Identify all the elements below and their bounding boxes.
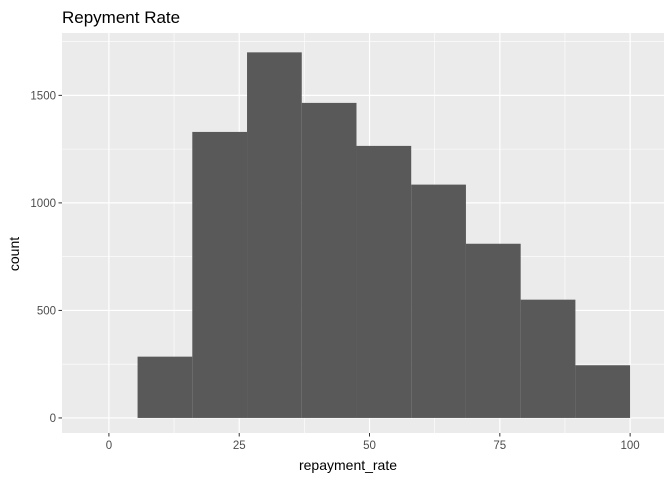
y-tick-label: 0: [50, 413, 56, 425]
y-tick-label: 500: [37, 305, 56, 317]
histogram-bar: [356, 145, 412, 418]
x-tick-label: 0: [106, 440, 112, 452]
chart-title: Repyment Rate: [62, 8, 180, 27]
y-axis-title: count: [6, 237, 22, 271]
histogram-bar: [247, 52, 302, 418]
histogram-bars: [137, 52, 631, 418]
y-axis-ticks: 0 500 1000 1500: [30, 90, 62, 425]
histogram-bar: [520, 299, 576, 418]
histogram-bar: [192, 131, 248, 418]
y-tick-label: 1500: [30, 90, 56, 102]
histogram-bar: [301, 102, 357, 418]
x-axis-title: repayment_rate: [299, 457, 397, 473]
x-tick-label: 75: [493, 440, 506, 452]
histogram-bar: [575, 365, 631, 418]
histogram-bar: [411, 184, 466, 418]
x-axis-ticks: 0 25 50 75 100: [106, 433, 640, 452]
histogram-bar: [137, 356, 193, 418]
y-tick-label: 1000: [30, 198, 56, 210]
x-tick-label: 25: [233, 440, 246, 452]
histogram-bar: [465, 243, 521, 418]
x-tick-label: 100: [621, 440, 640, 452]
x-tick-label: 50: [363, 440, 376, 452]
